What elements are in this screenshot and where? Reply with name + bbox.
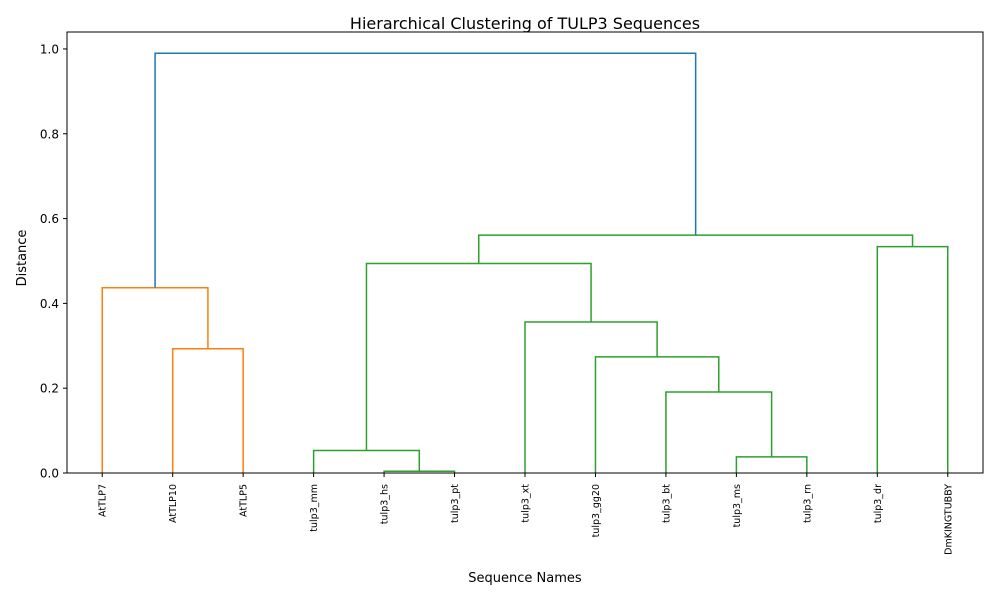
dendrogram-link-m7 bbox=[594, 356, 720, 473]
leaf-label: DmKINGTUBBY bbox=[943, 484, 954, 555]
y-tick-label: 0.4 bbox=[40, 297, 59, 311]
y-tick-label: 1.0 bbox=[40, 42, 59, 56]
leaf-label: tulp3_rn bbox=[802, 484, 813, 523]
dendrogram-links bbox=[101, 52, 949, 473]
dendrogram-link-m4 bbox=[312, 449, 421, 473]
dendrogram-link-m11 bbox=[478, 234, 914, 264]
leaf-label: tulp3_gg20 bbox=[591, 484, 602, 537]
leaf-label: AtTLP10 bbox=[168, 484, 179, 523]
leaf-label: tulp3_hs bbox=[380, 484, 391, 524]
y-tick-label: 0.0 bbox=[40, 467, 59, 481]
chart-title: Hierarchical Clustering of TULP3 Sequenc… bbox=[350, 14, 700, 33]
y-tick-label: 0.2 bbox=[40, 382, 59, 396]
dendrogram-link-m1 bbox=[171, 348, 244, 473]
dendrogram-link-m2 bbox=[101, 286, 209, 473]
y-axis: 0.0 0.2 0.4 0.6 0.8 1.0 bbox=[40, 42, 67, 481]
leaf-label: tulp3_xt bbox=[521, 484, 532, 523]
leaf-label: AtTLP7 bbox=[98, 484, 109, 517]
dendrogram-link-m12 bbox=[154, 52, 697, 288]
dendrogram-link-m8 bbox=[524, 321, 658, 473]
y-tick-label: 0.6 bbox=[40, 212, 59, 226]
x-axis: AtTLP7 AtTLP10 AtTLP5 tulp3_mm tulp3_hs tulp3… bbox=[98, 473, 954, 555]
leaf-label: tulp3_ms bbox=[732, 484, 743, 527]
leaf-label: AtTLP5 bbox=[239, 484, 250, 517]
leaf-label: tulp3_bt bbox=[661, 484, 672, 523]
y-tick-label: 0.8 bbox=[40, 127, 59, 141]
dendrogram-link-m3 bbox=[383, 470, 456, 473]
dendrogram-link-m10 bbox=[876, 245, 949, 473]
leaf-label: tulp3_dr bbox=[873, 484, 884, 523]
leaf-label: tulp3_mm bbox=[309, 484, 320, 532]
x-axis-label: Sequence Names bbox=[468, 571, 582, 586]
y-axis-label: Distance bbox=[15, 230, 30, 287]
dendrogram-link-m5 bbox=[735, 456, 808, 473]
dendrogram-link-m9 bbox=[365, 262, 592, 451]
leaf-label: tulp3_pt bbox=[450, 484, 461, 523]
dendrogram-link-m6 bbox=[665, 391, 773, 473]
